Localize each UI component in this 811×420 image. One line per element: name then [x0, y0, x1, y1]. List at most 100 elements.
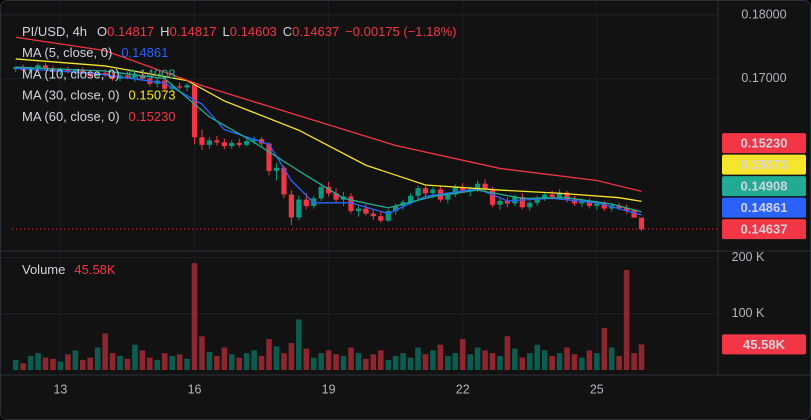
ma-line [15, 36, 642, 192]
overlay: 0.18000 0.17000 100 K 200 K 13 16 19 22 25 PI/USD… [22, 7, 806, 396]
volume-bar [608, 347, 615, 370]
legend-value: 0.14861 [121, 45, 168, 60]
candle-body [638, 217, 645, 230]
volume-bar [266, 339, 272, 370]
price-tag-label: 0.14861 [741, 200, 788, 215]
volume-bar [400, 353, 406, 370]
candle-body [326, 186, 332, 194]
volume-bar [445, 355, 451, 370]
volume-bar [631, 353, 637, 370]
volume-tag [722, 334, 806, 355]
candle-body [199, 137, 205, 145]
change: −0.00175 (−1.18%) [345, 24, 456, 39]
volume-bar [586, 350, 593, 370]
candle-body [191, 85, 198, 138]
volume-bar [161, 353, 168, 370]
candle-body [355, 208, 362, 212]
candle-body [251, 139, 257, 142]
volume-bar [102, 333, 108, 370]
volume-bar [288, 343, 295, 370]
volume-bar [467, 354, 473, 370]
volume-bar [124, 358, 131, 370]
volume-bar [623, 269, 630, 370]
volume-bar [377, 350, 384, 370]
candle-body [519, 197, 525, 208]
candle-body [124, 75, 131, 78]
candle-body [35, 65, 41, 69]
volume-legend: Volume 45.58K [22, 262, 116, 277]
volume-bar [407, 357, 414, 370]
candle-body [177, 86, 183, 88]
candle-body [206, 140, 213, 145]
plot [12, 36, 718, 370]
volume-bar [139, 350, 146, 370]
legend-entry: MA (60, close, 0) 0.15230 [22, 109, 176, 124]
volume-title: Volume [22, 262, 65, 277]
candle-body [549, 194, 555, 198]
price-tag-label: 0.14637 [741, 222, 788, 237]
candle-body [109, 74, 116, 79]
ma-line [15, 58, 642, 202]
candle-body [72, 70, 78, 73]
header: PI/USD, 4h O0.14817 H0.14817 L0.14603 C0.146… [22, 24, 456, 39]
volume-bar [236, 357, 243, 370]
volume-bar [638, 344, 645, 370]
volume-bar [512, 348, 518, 370]
volume-bar [94, 347, 101, 370]
candle-body [42, 65, 49, 69]
volume-bar [437, 344, 444, 370]
volume-bar [519, 357, 526, 370]
volume-bar [392, 355, 399, 370]
price-tag-label: 0.15073 [741, 157, 788, 172]
symbol: PI/USD, 4h [22, 24, 87, 39]
volume-bar [556, 353, 563, 370]
legend-entry: MA (30, close, 0) 0.15073 [22, 88, 176, 103]
volume-bar [35, 353, 41, 370]
candle-body [393, 205, 399, 212]
volume-bar [579, 357, 585, 370]
ma-line [15, 66, 642, 213]
candle-body [601, 203, 607, 209]
volume-bar [206, 352, 213, 370]
volume-bar [385, 359, 392, 370]
price-tag [722, 219, 806, 240]
ohlc-value: 0.14817 [107, 24, 154, 39]
candle-body [184, 85, 190, 88]
candle-body [296, 199, 302, 218]
legend-name: MA (10, close, 0) [22, 67, 120, 82]
volume-bar [191, 263, 198, 370]
volume-bar [474, 347, 481, 370]
candle-body [244, 141, 250, 145]
candle-body [13, 67, 19, 70]
volume-bar [243, 353, 250, 370]
candle-body [631, 210, 637, 218]
candle-body [266, 143, 272, 171]
volume-bar [132, 344, 138, 370]
price-tag-label: 0.14908 [741, 179, 788, 194]
volume-bar [504, 336, 511, 370]
volume-bar [497, 355, 503, 370]
y-tick-label: 0.17000 [741, 71, 786, 85]
candle-body [542, 194, 548, 199]
ohlc-label: H [160, 24, 169, 39]
volume-bar [333, 354, 339, 370]
volume-bar [214, 355, 220, 370]
legend-name: MA (60, close, 0) [22, 109, 120, 124]
volume-bar [65, 354, 71, 370]
price-tag [722, 133, 806, 154]
candle-body [556, 192, 563, 198]
volume-bar [549, 355, 555, 370]
candle-body [318, 186, 324, 199]
candle-body [571, 199, 578, 204]
candle-body [273, 167, 280, 171]
legend-value: 0.15073 [129, 88, 176, 103]
volume-bar [147, 357, 153, 370]
volume-bar [452, 353, 459, 370]
candle-body [221, 142, 227, 147]
volume-bar [355, 353, 362, 370]
candle-body [430, 189, 436, 194]
volume-bar [363, 358, 369, 370]
volume-bar [42, 357, 49, 370]
volume-bar [422, 354, 429, 370]
ohlc-label: L [223, 24, 230, 39]
